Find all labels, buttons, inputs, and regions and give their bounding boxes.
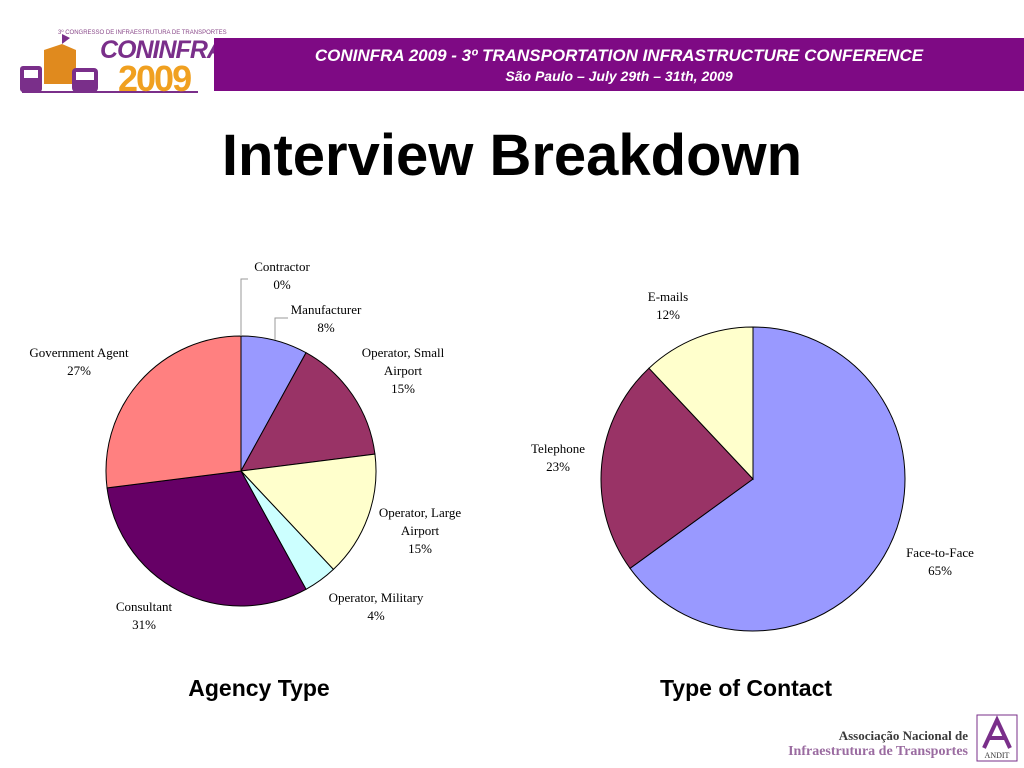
contact-slice-telephone [600,367,754,570]
contact-label-e-mails: E-mails 12% [648,289,688,322]
logo-year: 2009 [118,58,192,99]
andit-logo-icon: ANDIT [976,714,1018,762]
agency-label-government-agent: Government Agent 27% [29,345,129,378]
conference-title: CONINFRA 2009 - 3º TRANSPORTATION INFRAS… [314,46,924,65]
contact-slice-face-to-face [629,326,906,632]
contact-type-caption: Type of Contact [660,675,832,701]
contact-type-pie-chart: Face-to-Face 65% Telephone 23% E-mails 12% [531,289,974,632]
agency-type-caption: Agency Type [188,675,329,701]
agency-slice-government-agent [105,335,242,489]
slide-title: Interview Breakdown [221,123,803,188]
agency-label-consultant: Consultant 31% [116,599,173,632]
agency-label-contractor: Contractor 0% [254,259,310,292]
logo-wordmark: CONINFRA [100,36,225,64]
agency-label-operator-military: Operator, Military 4% [329,590,424,623]
conference-header-bar: CONINFRA 2009 - 3º TRANSPORTATION INFRAS… [214,38,1024,91]
coninfra-logo: 3º CONGRESSO DE INFRAESTRUTURA DE TRANSP… [18,28,227,100]
footer-line-1: Associação Nacional de [838,728,968,743]
andit-logo-text: ANDIT [985,751,1010,760]
contact-label-face-to-face: Face-to-Face 65% [906,545,974,578]
agency-label-operator-large-airport: Operator, Large Airport 15% [379,505,461,556]
footer-line-2: Infraestrutura de Transportes [788,744,968,759]
agency-label-operator-small-airport: Operator, Small Airport 15% [362,345,445,396]
agency-slice-operator-large-airport [239,453,377,571]
footer-organization: Associação Nacional de Infraestrutura de… [788,728,968,760]
logo-small-text: 3º CONGRESSO DE INFRAESTRUTURA DE TRANSP… [58,30,227,36]
agency-leader-line [240,278,248,336]
conference-dates: São Paulo – July 29th – 31th, 2009 [505,68,733,84]
agency-slice-consultant [106,470,307,607]
agency-type-pie-chart: Contractor 0% Manufacturer 8%Operator, Smal… [29,259,461,632]
contact-slice-e-mails [648,326,754,481]
transport-vehicles-icon [20,34,198,93]
contact-label-telephone: Telephone 23% [531,441,585,474]
agency-slice-operator-small-airport [240,352,376,472]
agency-label-manufacturer: Manufacturer 8% [291,302,362,335]
agency-leader-line [274,317,288,340]
